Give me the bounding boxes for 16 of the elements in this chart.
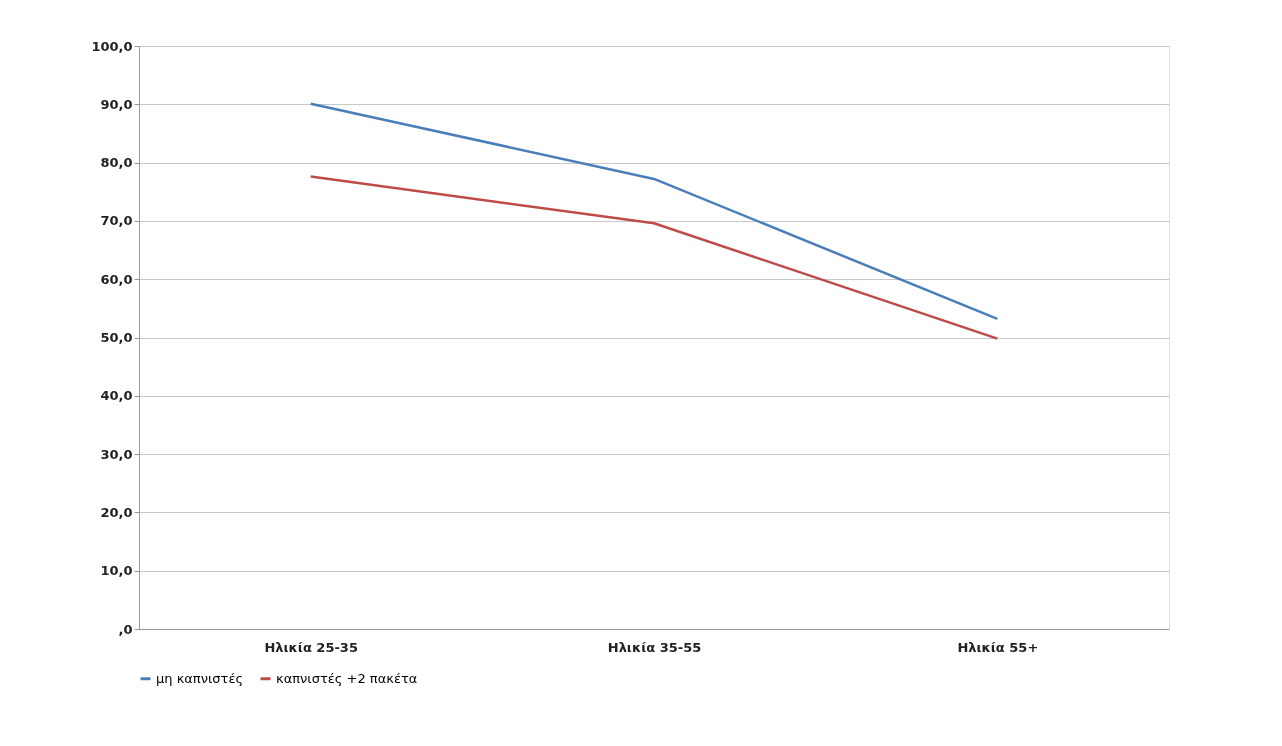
y-tick-label: 20,0: [100, 504, 133, 520]
x-tick-label: Ηλικία 55+: [957, 639, 1039, 655]
y-tick-label: 70,0: [100, 213, 133, 229]
y-tick-label: 100,0: [91, 38, 133, 54]
x-tick-label: Ηλικία 25-35: [264, 639, 358, 655]
y-tick-label: 60,0: [100, 271, 133, 287]
y-tick-label: 10,0: [100, 563, 133, 579]
y-tick-label: 90,0: [100, 96, 133, 112]
y-tick-label: 50,0: [100, 330, 133, 345]
x-tick-label: Ηλικία 35-55: [607, 639, 702, 655]
legend-label: καπνιστές +2 πακέτα: [276, 670, 418, 686]
y-tick-label: 80,0: [100, 155, 133, 171]
y-tick-label: 40,0: [100, 388, 133, 404]
y-tick-label: 30,0: [100, 446, 133, 462]
legend-label: μη καπνιστές: [156, 670, 244, 686]
y-tick-label: ,0: [118, 621, 133, 637]
